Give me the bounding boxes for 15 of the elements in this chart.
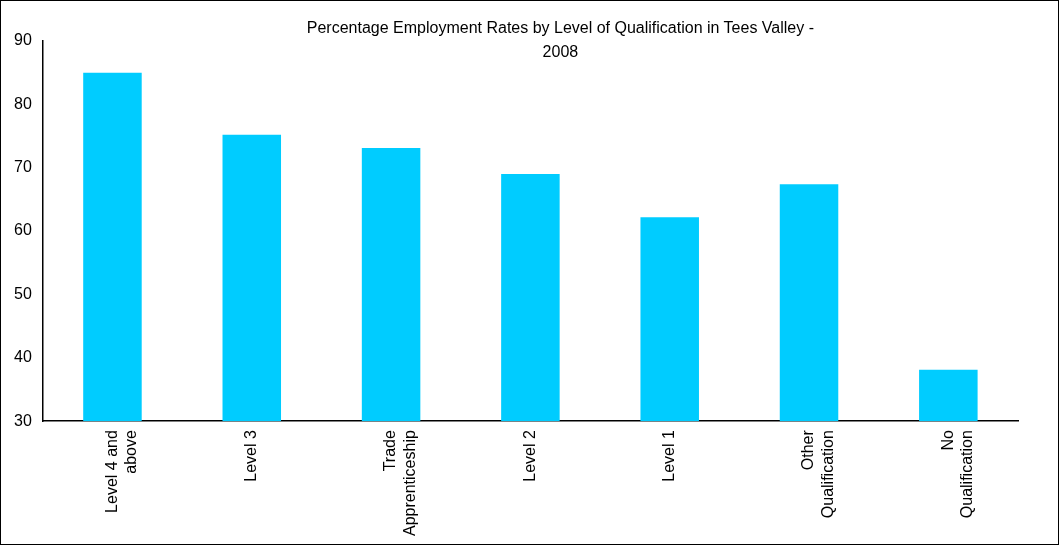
x-tick-label: Other Qualification xyxy=(799,429,836,519)
x-tick-label: Level 2 xyxy=(520,430,538,482)
y-tick-label: 40 xyxy=(14,348,32,366)
x-tick-label: Level 3 xyxy=(242,430,260,482)
y-tick-label: 70 xyxy=(14,158,32,176)
y-tick-label: 80 xyxy=(14,94,32,112)
x-tick-label: Level 1 xyxy=(660,430,678,482)
y-tick-label: 60 xyxy=(14,221,32,239)
x-tick-label: Level 4 and above xyxy=(102,430,140,513)
x-tick-label: No Qualification xyxy=(938,430,975,519)
y-tick-label: 30 xyxy=(14,411,32,429)
y-tick-label: 50 xyxy=(14,284,32,302)
x-tick-label: Trade Apprenticeship xyxy=(381,430,418,536)
y-tick-label: 90 xyxy=(14,31,32,49)
chart-title: Percentage Employment Rates by Level of Qualification in Tees Valley - 2008 xyxy=(306,19,815,61)
